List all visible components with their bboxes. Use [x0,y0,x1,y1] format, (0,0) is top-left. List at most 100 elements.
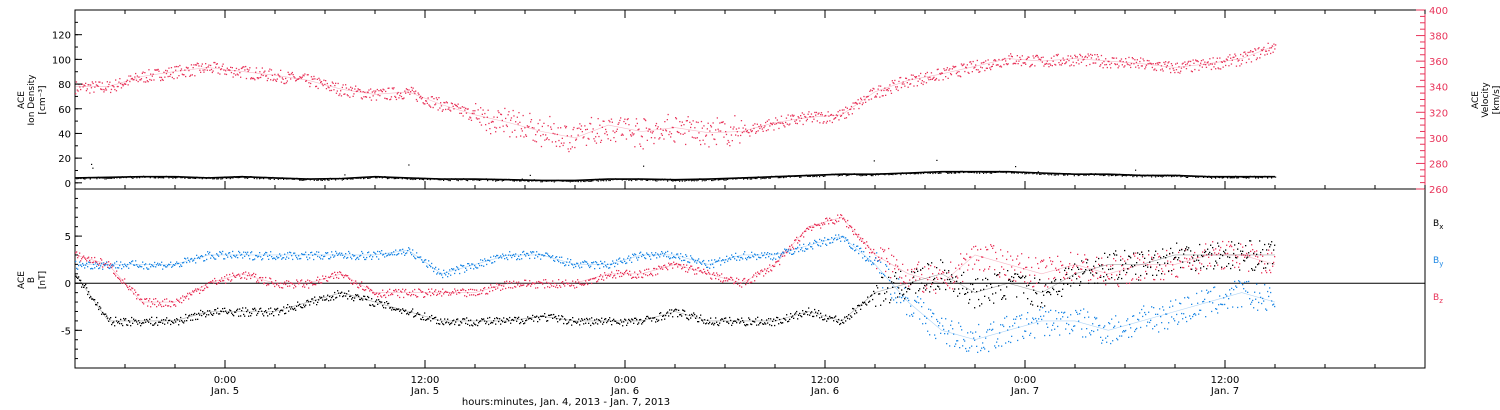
b-point-bz [504,281,506,283]
density-point [963,171,965,174]
velocity-point [343,93,345,95]
b-point-by [97,263,99,265]
b-point-by [1246,281,1248,283]
velocity-point [487,109,489,111]
b-point-by [900,301,902,304]
velocity-point [310,76,313,78]
velocity-point [652,130,654,133]
b-point-by [249,258,251,260]
velocity-point [394,95,396,98]
b-point-bz [400,290,402,292]
velocity-point [210,68,213,71]
b-point-bz [667,269,669,271]
b-point-by [1136,327,1138,330]
b-point-bz [691,265,693,267]
velocity-point [1137,64,1139,67]
b-point-by [77,268,79,270]
b-point-by [406,252,408,254]
velocity-point [154,69,156,71]
velocity-point [386,98,388,100]
b-point-bx [134,320,136,322]
b-point-by [1226,295,1228,297]
b-point-bx [211,313,213,316]
b-point-by [400,249,402,251]
velocity-point [513,115,515,117]
b-point-by [235,256,237,258]
b-point-by [161,261,163,263]
velocity-point [1092,62,1094,64]
density-point [1259,176,1261,178]
b-point-by [214,258,216,260]
b-point-bx [292,308,294,310]
b-point-by [627,257,629,259]
b-point-bz [280,282,282,284]
velocity-point [920,82,923,84]
b-point-by [715,261,717,263]
b-point-bx [151,316,153,318]
velocity-point [430,96,433,98]
b-point-bz [373,292,375,294]
velocity-point [507,114,509,116]
velocity-point [587,137,589,140]
b-point-bz [809,226,811,228]
velocity-point [464,109,466,111]
b-point-bz [356,283,358,285]
b-point-bz [437,293,439,295]
density-point [1164,174,1166,176]
b-point-by [814,239,816,242]
density-point [921,172,923,174]
b-point-by [1264,284,1266,286]
b-point-by [672,257,674,259]
velocity-point [727,139,729,142]
velocity-point [1135,61,1138,64]
velocity-point [338,94,340,97]
b-point-bx [168,319,170,322]
b-point-by [851,247,853,249]
b-point-bz [150,306,152,308]
b-point-bz [994,269,996,271]
density-point [343,178,345,180]
b-point-bx [215,309,217,311]
velocity-point [1197,60,1199,63]
velocity-point [389,99,391,101]
b-point-bz [430,294,432,297]
b-point-by [835,234,837,236]
density-point [1057,174,1059,176]
b-point-by [121,268,123,270]
b-point-bz [401,291,403,293]
density-point [480,179,482,181]
b-point-by [1120,325,1122,327]
b-point-by [1032,317,1034,319]
b-point-by [1033,318,1035,321]
density-point [93,177,95,179]
velocity-point [124,82,126,85]
velocity-point [946,67,948,69]
b-point-by [349,252,351,254]
b-point-by [641,255,643,258]
b-point-by [317,255,319,258]
b-point-bz [1151,256,1153,258]
b-point-bz [417,296,419,298]
velocity-point [701,127,703,129]
b-point-by [934,334,936,336]
b-point-by [1046,323,1048,325]
b-point-bz [404,290,406,292]
b-point-by [1109,323,1111,325]
b-point-bz [999,276,1001,278]
b-point-by [270,251,272,253]
velocity-point [76,89,78,91]
b-point-bx [97,302,99,304]
b-point-bz [1255,255,1257,257]
velocity-point [1236,58,1238,60]
b-point-bz [933,289,935,291]
velocity-point [817,113,819,115]
b-point-bz [827,219,829,221]
b-point-bz [377,296,379,298]
b-point-bz [1081,268,1083,270]
density-point [1188,175,1190,177]
b-point-by [476,267,478,269]
density-point [336,178,338,180]
b-point-by [681,260,683,262]
velocity-point [706,128,708,130]
density-point [397,177,399,179]
